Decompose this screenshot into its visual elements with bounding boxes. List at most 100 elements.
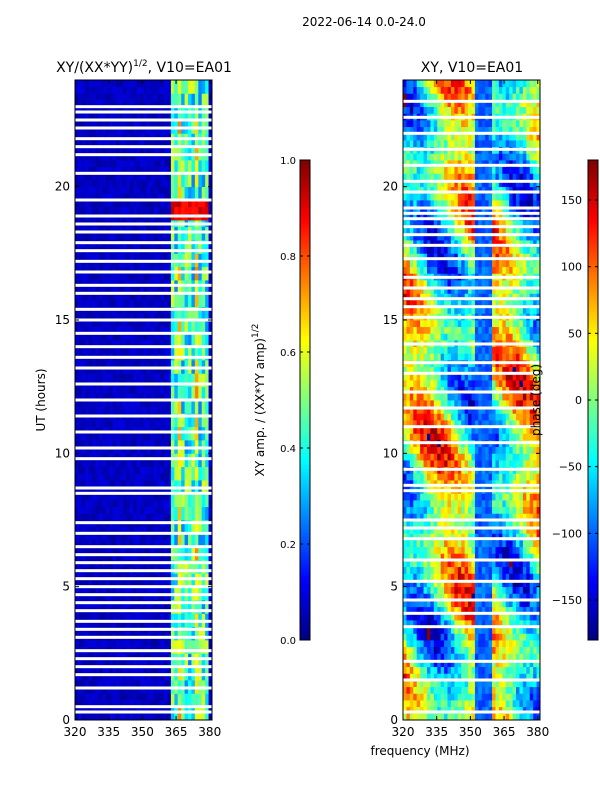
heatmap-cell — [201, 120, 206, 128]
heatmap-cell — [471, 566, 476, 574]
heatmap-cell — [146, 440, 151, 448]
heatmap-cell — [440, 566, 445, 574]
heatmap-cell — [433, 593, 438, 601]
heatmap-cell — [98, 313, 103, 321]
heatmap-cell — [177, 653, 182, 661]
heatmap-cell — [495, 626, 500, 634]
heatmap-cell — [191, 393, 196, 401]
heatmap-cell — [122, 486, 127, 494]
heatmap-cell — [177, 266, 182, 274]
heatmap-cell — [440, 686, 445, 694]
heatmap-cell — [146, 326, 151, 334]
heatmap-cell — [170, 426, 175, 434]
heatmap-cell — [95, 260, 100, 268]
heatmap-cell — [164, 260, 168, 268]
heatmap-cell — [136, 673, 141, 681]
heatmap-cell — [464, 646, 469, 654]
heatmap-cell — [88, 193, 93, 201]
heatmap-cell — [133, 200, 138, 208]
heatmap-cell — [208, 93, 213, 101]
heatmap-cell — [153, 153, 158, 161]
heatmap-cell — [167, 553, 172, 561]
heatmap-cell — [140, 120, 144, 128]
heatmap-cell — [191, 713, 196, 721]
heatmap-cell — [98, 400, 103, 408]
heatmap-cell — [119, 206, 124, 214]
heatmap-cell — [205, 400, 209, 408]
heatmap-cell — [423, 620, 428, 628]
heatmap-cell — [116, 453, 120, 461]
heatmap-cell — [122, 140, 127, 148]
heatmap-cell — [205, 146, 209, 154]
colorbar-segment — [300, 244, 310, 249]
heatmap-cell — [201, 586, 206, 594]
heatmap-cell — [201, 293, 206, 301]
heatmap-cell — [78, 280, 83, 288]
heatmap-cell — [122, 80, 127, 88]
heatmap-cell — [174, 160, 179, 168]
heatmap-cell — [153, 446, 158, 454]
heatmap-cell — [119, 180, 124, 188]
heatmap-cell — [88, 640, 93, 648]
heatmap-cell — [461, 640, 466, 648]
heatmap-cell — [150, 553, 155, 561]
heatmap-cell — [522, 673, 527, 681]
heatmap-cell — [88, 80, 93, 88]
heatmap-cell — [474, 573, 479, 581]
heatmap-cell — [109, 446, 114, 454]
heatmap-cell — [126, 106, 131, 114]
heatmap-cell — [81, 293, 86, 301]
heatmap-cell — [201, 513, 206, 521]
heatmap-cell — [433, 580, 438, 588]
heatmap-cell — [177, 340, 182, 348]
heatmap-cell — [129, 400, 134, 408]
heatmap-cell — [78, 100, 83, 108]
heatmap-cell — [98, 260, 103, 268]
heatmap-cell — [81, 140, 86, 148]
heatmap-cell — [136, 700, 141, 708]
heatmap-cell — [177, 486, 182, 494]
heatmap-cell — [98, 480, 103, 488]
heatmap-cell — [143, 446, 148, 454]
heatmap-cell — [174, 586, 179, 594]
heatmap-cell — [478, 586, 483, 594]
heatmap-cell — [208, 280, 213, 288]
colorbar-segment — [300, 380, 310, 385]
heatmap-cell — [78, 166, 83, 174]
colorbar-segment — [300, 600, 310, 605]
heatmap-cell — [160, 440, 165, 448]
heatmap-cell — [88, 580, 93, 588]
heatmap-cell — [126, 573, 131, 581]
heatmap-cell — [88, 466, 93, 474]
heatmap-cell — [102, 586, 107, 594]
heatmap-cell — [198, 173, 203, 181]
heatmap-cell — [440, 573, 445, 581]
heatmap-cell — [485, 620, 490, 628]
heatmap-cell — [170, 580, 175, 588]
heatmap-cell — [420, 713, 424, 721]
heatmap-cell — [478, 686, 483, 694]
heatmap-cell — [512, 600, 517, 608]
heatmap-cell — [109, 366, 114, 374]
heatmap-cell — [122, 666, 127, 674]
heatmap-cell — [157, 180, 162, 188]
heatmap-cell — [457, 613, 462, 621]
heatmap-cell — [160, 620, 165, 628]
colorbar-segment — [300, 308, 310, 313]
heatmap-cell — [146, 366, 151, 374]
heatmap-cell — [75, 280, 79, 288]
heatmap-cell — [526, 713, 531, 721]
heatmap-cell — [208, 106, 213, 114]
heatmap-cell — [174, 693, 179, 701]
heatmap-cell — [88, 686, 93, 694]
heatmap-cell — [437, 640, 442, 648]
heatmap-cell — [136, 100, 141, 108]
heatmap-cell — [488, 686, 493, 694]
heatmap-cell — [426, 660, 431, 668]
colorbar-segment — [300, 228, 310, 233]
heatmap-cell — [188, 620, 192, 628]
heatmap-cell — [133, 553, 138, 561]
heatmap-cell — [167, 80, 172, 88]
heatmap-cell — [454, 653, 459, 661]
heatmap-cell — [426, 600, 431, 608]
